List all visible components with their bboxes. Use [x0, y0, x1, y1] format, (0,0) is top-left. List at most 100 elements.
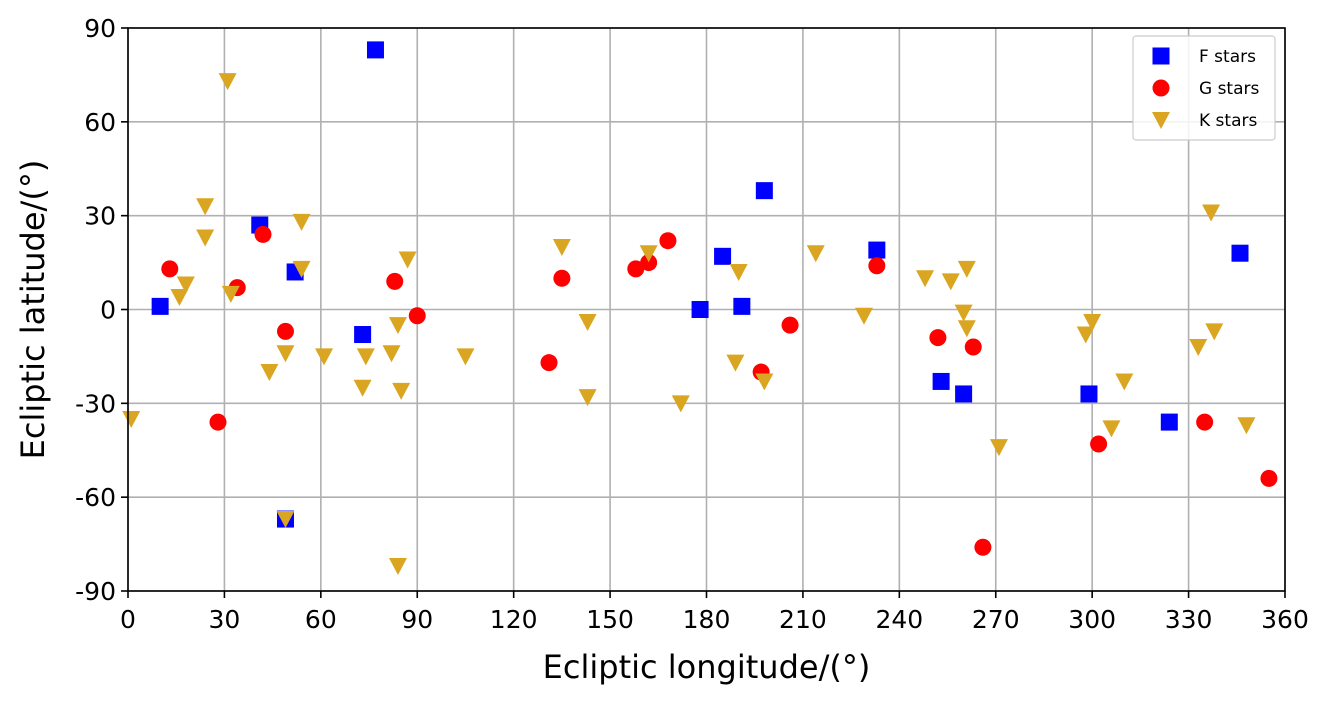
x-axis-ticks: 0 30 60 90 120 150 180 210 240 270 300 330 360: [120, 591, 1309, 634]
data-point: [218, 73, 237, 91]
data-point: [755, 373, 774, 391]
data-point: [1196, 413, 1214, 431]
data-point: [354, 326, 372, 344]
data-point: [122, 410, 141, 428]
data-point: [540, 354, 558, 372]
data-point: [292, 260, 311, 278]
data-point: [714, 247, 732, 265]
legend: F stars G stars K stars: [1132, 35, 1276, 141]
data-point: [196, 198, 215, 216]
legend-label: F stars: [1199, 47, 1256, 67]
data-point: [1237, 417, 1256, 435]
x-tick-label: 150: [586, 605, 634, 634]
data-point: [1076, 326, 1095, 344]
data-point: [176, 276, 195, 294]
data-point: [254, 225, 272, 243]
data-point: [659, 232, 677, 250]
data-point: [868, 241, 886, 259]
data-point: [640, 254, 658, 272]
x-tick-label: 360: [1261, 605, 1309, 634]
data-point: [408, 307, 426, 325]
data-point: [639, 245, 658, 263]
y-tick-label: 0: [100, 296, 116, 325]
data-point: [276, 511, 295, 529]
data-point: [292, 213, 311, 231]
data-point: [627, 260, 645, 278]
data-point: [170, 288, 189, 306]
data-point: [366, 41, 384, 59]
data-point: [868, 257, 886, 275]
data-point: [733, 297, 751, 315]
legend-marker: [1152, 79, 1170, 97]
x-tick-label: 30: [209, 605, 241, 634]
data-point: [957, 320, 976, 338]
data-point: [1231, 244, 1249, 262]
y-tick-label: -90: [75, 577, 116, 606]
data-point: [1115, 373, 1134, 391]
data-point: [353, 379, 372, 397]
data-point: [386, 272, 404, 290]
data-point: [1090, 435, 1108, 453]
y-tick-label: -30: [75, 389, 116, 418]
data-point: [974, 538, 992, 556]
data-point: [929, 329, 947, 347]
x-tick-label: 90: [401, 605, 433, 634]
data-point: [161, 260, 179, 278]
legend-marker: [1152, 112, 1170, 129]
data-point: [954, 304, 973, 322]
data-point: [932, 372, 950, 390]
data-point: [221, 285, 240, 303]
data-point: [276, 322, 294, 340]
data-point: [916, 270, 935, 288]
data-point: [941, 273, 960, 291]
data-point: [552, 238, 571, 256]
x-tick-label: 240: [875, 605, 923, 634]
series-k-stars: [122, 73, 1256, 575]
data-point: [964, 338, 982, 356]
data-point: [553, 269, 571, 287]
y-tick-label: 90: [84, 14, 116, 43]
data-point: [578, 389, 597, 407]
legend-marker: [1152, 47, 1170, 65]
data-point: [729, 263, 748, 281]
data-point: [1102, 420, 1121, 438]
x-tick-label: 300: [1068, 605, 1116, 634]
data-point: [854, 307, 873, 325]
x-tick-label: 120: [490, 605, 538, 634]
data-point: [691, 301, 709, 318]
x-tick-label: 60: [305, 605, 337, 634]
data-point: [578, 314, 597, 332]
legend-label: K stars: [1199, 111, 1257, 131]
data-point: [806, 245, 825, 263]
data-points: [122, 41, 1278, 575]
data-point: [671, 395, 690, 413]
data-point: [388, 317, 407, 335]
data-point: [151, 297, 169, 315]
y-tick-label: -60: [75, 483, 116, 512]
data-point: [209, 413, 227, 431]
x-tick-label: 180: [683, 605, 731, 634]
x-axis-label: Ecliptic longitude/(°): [543, 648, 871, 686]
data-point: [260, 364, 279, 382]
data-point: [1205, 323, 1224, 341]
series-f-stars: [151, 41, 1249, 528]
data-point: [1260, 469, 1278, 487]
x-tick-label: 330: [1165, 605, 1213, 634]
data-point: [989, 439, 1008, 457]
data-point: [196, 229, 215, 247]
data-point: [955, 385, 973, 403]
y-tick-label: 60: [84, 108, 116, 137]
y-axis-ticks: 90 60 30 0 -30 -60 -90: [75, 14, 128, 606]
data-point: [356, 348, 375, 366]
data-point: [1189, 339, 1208, 357]
x-tick-label: 270: [972, 605, 1020, 634]
y-tick-label: 30: [84, 202, 116, 231]
data-point: [1160, 413, 1178, 431]
y-axis-label: Ecliptic latitude/(°): [14, 160, 52, 460]
data-point: [726, 354, 745, 372]
data-point: [382, 345, 401, 363]
data-point: [1083, 314, 1102, 332]
data-point: [1080, 385, 1098, 403]
data-point: [755, 182, 773, 200]
